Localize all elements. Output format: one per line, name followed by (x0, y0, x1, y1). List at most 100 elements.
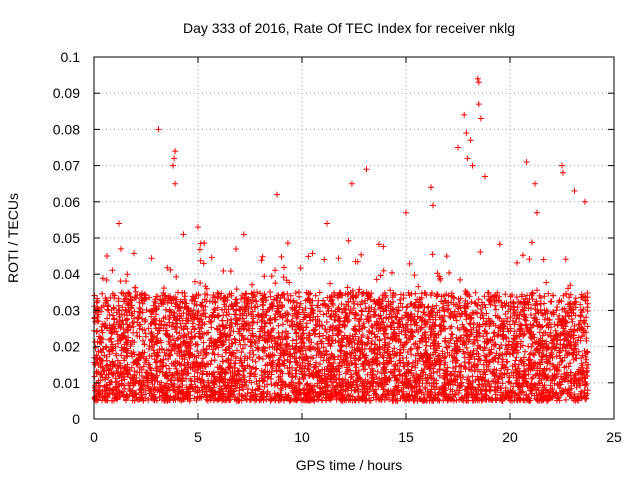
data-point (440, 397, 447, 404)
data-point (478, 376, 485, 383)
data-point (441, 370, 448, 377)
data-point (367, 369, 374, 376)
data-point (391, 372, 398, 379)
data-point (467, 331, 474, 338)
data-point (124, 352, 131, 359)
data-point (327, 313, 333, 320)
data-point (310, 307, 317, 314)
data-point (445, 305, 452, 312)
data-point (533, 319, 540, 325)
data-point (421, 395, 428, 402)
data-point (477, 249, 484, 255)
data-point (179, 299, 186, 306)
data-point (558, 298, 565, 305)
data-point (380, 319, 387, 326)
data-point (376, 324, 383, 331)
data-point (465, 360, 472, 367)
data-point (480, 315, 487, 322)
data-point (510, 310, 517, 317)
data-point (222, 347, 229, 354)
data-point (337, 318, 344, 325)
data-point (215, 295, 221, 302)
data-point (277, 385, 284, 392)
data-point (198, 316, 205, 323)
data-point (551, 365, 558, 372)
data-point (239, 383, 245, 390)
data-point (457, 383, 464, 390)
data-point (143, 369, 150, 376)
data-point (450, 312, 457, 319)
data-point (476, 381, 483, 388)
data-point (540, 256, 547, 263)
data-point (138, 373, 145, 379)
data-point (232, 339, 239, 346)
data-point (294, 321, 301, 328)
data-point (387, 335, 394, 342)
data-point (249, 281, 256, 288)
data-point (252, 358, 259, 365)
data-point (557, 332, 563, 339)
data-point (524, 292, 530, 299)
data-point (231, 336, 238, 343)
data-point (176, 308, 183, 314)
data-point (427, 355, 433, 362)
data-point (249, 330, 256, 337)
data-point (114, 357, 121, 364)
data-point (551, 371, 558, 378)
data-point (496, 241, 503, 248)
data-point (485, 378, 492, 385)
data-point (550, 292, 557, 299)
data-point (436, 372, 443, 379)
data-point (578, 294, 585, 301)
data-point (252, 340, 259, 347)
data-point (426, 313, 433, 320)
data-point (431, 334, 438, 340)
data-point (478, 390, 485, 397)
data-point (113, 352, 120, 359)
data-point (447, 380, 454, 387)
data-point (461, 392, 468, 399)
data-point (461, 340, 467, 346)
data-point (396, 368, 402, 375)
data-point (377, 304, 384, 311)
data-point (289, 323, 296, 330)
data-point (307, 317, 314, 324)
data-point (441, 355, 447, 362)
data-point (239, 292, 246, 299)
data-point (505, 342, 512, 349)
data-point (494, 289, 501, 296)
data-point (380, 359, 387, 366)
data-point (516, 325, 523, 332)
data-point (495, 297, 502, 304)
data-point (558, 358, 565, 365)
data-point (97, 363, 104, 370)
data-point (258, 257, 265, 264)
data-point (285, 311, 292, 318)
data-point (534, 396, 541, 403)
data-point (356, 286, 363, 293)
data-point (125, 380, 132, 387)
data-point (408, 351, 415, 358)
data-point (545, 344, 552, 351)
data-point (442, 359, 449, 366)
data-point (444, 368, 451, 375)
data-point (233, 385, 239, 392)
data-point (180, 368, 187, 375)
data-point (377, 380, 384, 387)
data-point (120, 321, 127, 328)
data-point (543, 397, 550, 404)
data-point (489, 397, 496, 404)
data-point (195, 321, 202, 328)
data-point (472, 377, 479, 384)
data-point (371, 311, 378, 318)
data-point (237, 306, 244, 312)
data-point (256, 337, 263, 344)
data-point (525, 397, 532, 404)
data-point (567, 300, 574, 307)
data-point (294, 362, 301, 369)
data-point (214, 304, 221, 311)
data-point (366, 317, 372, 324)
data-point (102, 295, 109, 302)
data-point (403, 355, 410, 361)
data-point (519, 388, 526, 395)
